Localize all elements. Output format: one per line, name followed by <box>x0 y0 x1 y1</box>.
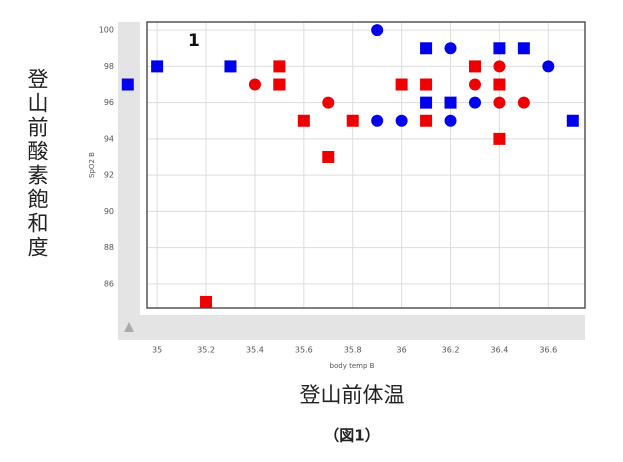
y-tick-label: 98 <box>104 62 114 71</box>
y-tick-label: 96 <box>104 98 114 107</box>
x-axis-band <box>118 315 585 340</box>
point <box>542 60 555 73</box>
x-tick-label: 35.6 <box>295 346 313 355</box>
x-axis-label: body temp B <box>330 362 375 370</box>
point <box>273 60 286 73</box>
point <box>444 96 457 109</box>
point <box>420 42 433 55</box>
point <box>444 114 457 127</box>
point <box>371 24 384 37</box>
point <box>248 78 261 91</box>
point <box>322 150 335 163</box>
chart-title: 登山前体温 <box>300 383 405 407</box>
x-tick-label: 36.4 <box>491 346 509 355</box>
point <box>566 114 579 127</box>
point <box>493 132 506 145</box>
caption: （図1） <box>324 427 379 445</box>
point <box>468 96 481 109</box>
y-tick-label: 94 <box>104 134 114 143</box>
y-tick-label: 100 <box>99 26 114 35</box>
x-tick-label: 36.2 <box>442 346 460 355</box>
corner-icon <box>124 322 134 332</box>
y-tick-label: 88 <box>104 243 114 252</box>
point <box>517 96 530 109</box>
point <box>493 42 506 55</box>
y-tick-label: 92 <box>104 171 114 180</box>
point <box>224 60 237 73</box>
point <box>200 295 213 308</box>
y-tick-label: 90 <box>104 207 114 216</box>
plot-frame <box>146 21 586 309</box>
point <box>517 42 530 55</box>
point <box>420 96 433 109</box>
point <box>493 96 506 109</box>
annotation: 1 <box>188 31 200 51</box>
point <box>444 42 457 55</box>
x-tick-label: 35 <box>152 346 162 355</box>
y-axis-label: SpO2 B <box>88 152 96 178</box>
x-tick-label: 36.6 <box>539 346 557 355</box>
point <box>322 96 335 109</box>
point <box>420 78 433 91</box>
point <box>297 114 310 127</box>
point <box>395 78 408 91</box>
y-title: 登山前酸素飽和度 <box>25 68 49 260</box>
x-tick-label: 35.4 <box>246 346 264 355</box>
point <box>151 60 164 73</box>
point <box>346 114 359 127</box>
point <box>468 60 481 73</box>
point <box>468 78 481 91</box>
x-tick-label: 35.2 <box>197 346 215 355</box>
x-tick-label: 35.8 <box>344 346 362 355</box>
point <box>493 60 506 73</box>
point <box>371 114 384 127</box>
point <box>273 78 286 91</box>
x-tick-label: 36 <box>397 346 407 355</box>
point <box>420 114 433 127</box>
point <box>493 78 506 91</box>
y-tick-label: 86 <box>104 279 114 288</box>
point <box>121 78 134 91</box>
y-axis-band <box>118 22 140 340</box>
point <box>395 114 408 127</box>
